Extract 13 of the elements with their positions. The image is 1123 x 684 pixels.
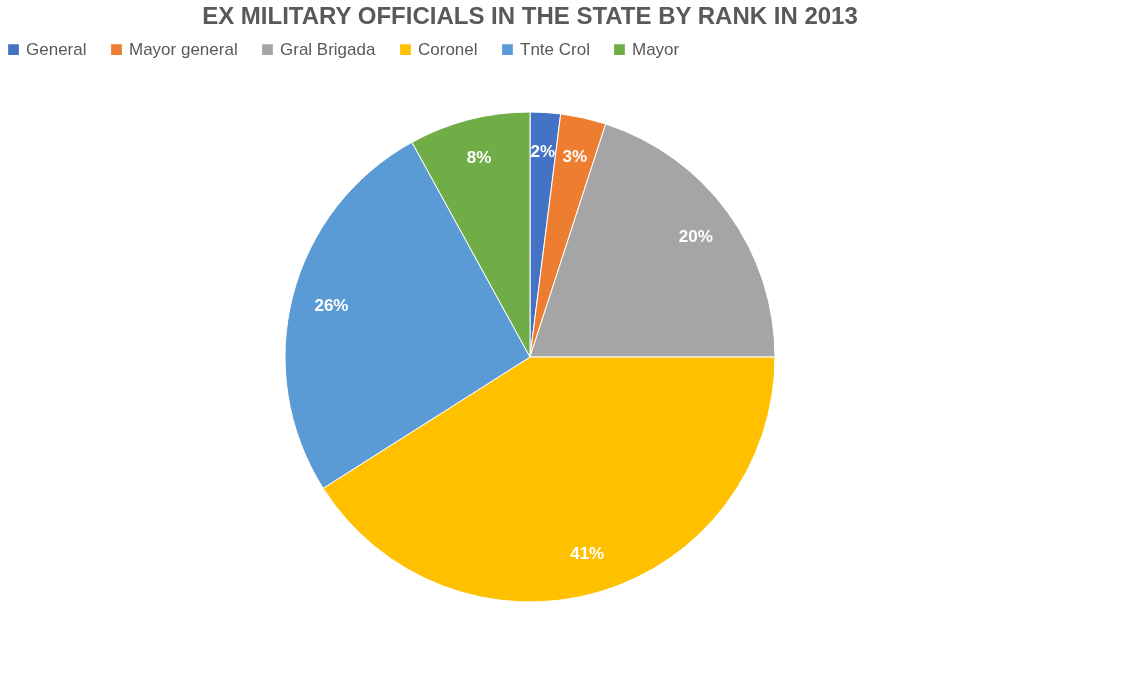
data-label: 26% xyxy=(314,296,349,316)
legend-label: General xyxy=(26,39,87,59)
legend-label: Mayor general xyxy=(129,39,238,59)
chart-title: EX MILITARY OFFICIALS IN THE STATE BY RANK IN 2013 xyxy=(202,2,858,29)
data-label: 3% xyxy=(562,146,588,166)
data-label: 20% xyxy=(678,226,713,246)
legend-label: Mayor xyxy=(632,39,680,59)
legend-label: Coronel xyxy=(418,39,478,59)
data-label: 2% xyxy=(530,142,556,162)
data-label: 8% xyxy=(466,148,492,168)
legend-label: Tnte Crol xyxy=(520,39,590,59)
data-label: 41% xyxy=(570,543,605,563)
legend-label: Gral Brigada xyxy=(280,39,376,59)
